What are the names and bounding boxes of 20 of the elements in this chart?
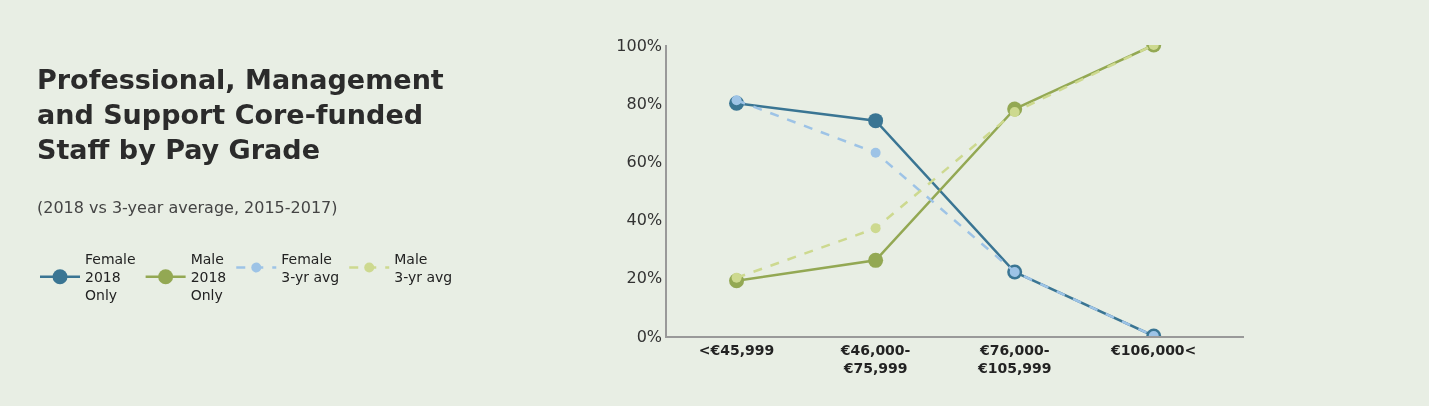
- point: [870, 147, 881, 158]
- y-tick-label: 0%: [636, 326, 663, 346]
- legend-label: Male 2018 Only: [190, 250, 227, 304]
- y-tick-label: 100%: [616, 35, 663, 55]
- point: [868, 252, 884, 268]
- y-tick-label: 40%: [626, 210, 663, 230]
- legend-label: Male 3-yr avg: [394, 250, 453, 286]
- x-tick-label: <€45,999: [698, 341, 775, 358]
- x-tick-label: €76,000- €105,999: [976, 341, 1052, 376]
- text: (2018 vs 3-year average, 2015-2017): [37, 198, 338, 217]
- legend-label: Female 3-yr avg: [281, 250, 340, 286]
- text: Professional, Management and Support Core-funded Staff by Pay Grade: [37, 64, 444, 166]
- point: [868, 113, 884, 129]
- point: [870, 223, 881, 234]
- x-tick-label: €106,000<: [1110, 341, 1197, 358]
- y-tick-label: 80%: [626, 93, 663, 113]
- y-tick-label: 20%: [626, 268, 663, 288]
- x-tick-label: €46,000- €75,999: [839, 341, 911, 376]
- legend-label: Female 2018 Only: [85, 250, 136, 304]
- y-tick-label: 60%: [626, 152, 663, 171]
